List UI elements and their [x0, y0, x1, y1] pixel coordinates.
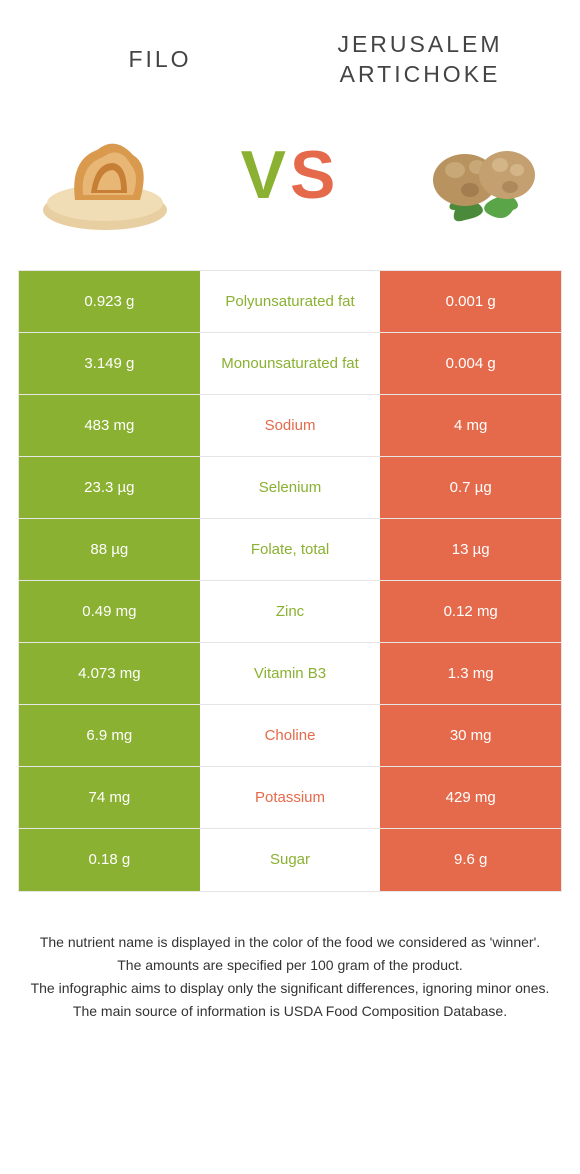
table-row: 0.923 gPolyunsaturated fat0.001 g: [19, 271, 561, 333]
table-row: 3.149 gMonounsaturated fat0.004 g: [19, 333, 561, 395]
nutrient-label: Choline: [200, 705, 381, 766]
value-right: 30 mg: [380, 705, 561, 766]
title-right: JERUSALEM ARTICHOKE: [300, 30, 540, 90]
value-left: 0.18 g: [19, 829, 200, 891]
food-image-left: [20, 110, 190, 240]
vs-v: V: [241, 136, 290, 214]
nutrient-label: Zinc: [200, 581, 381, 642]
table-row: 6.9 mgCholine30 mg: [19, 705, 561, 767]
footnote-line: The nutrient name is displayed in the co…: [22, 932, 558, 953]
value-right: 4 mg: [380, 395, 561, 456]
value-right: 1.3 mg: [380, 643, 561, 704]
table-row: 0.18 gSugar9.6 g: [19, 829, 561, 891]
value-left: 3.149 g: [19, 333, 200, 394]
nutrient-label: Folate, total: [200, 519, 381, 580]
value-left: 88 µg: [19, 519, 200, 580]
value-right: 9.6 g: [380, 829, 561, 891]
vs-s: S: [290, 136, 339, 214]
value-left: 6.9 mg: [19, 705, 200, 766]
nutrient-label: Potassium: [200, 767, 381, 828]
value-left: 4.073 mg: [19, 643, 200, 704]
value-right: 0.004 g: [380, 333, 561, 394]
nutrient-label: Sodium: [200, 395, 381, 456]
table-row: 23.3 µgSelenium0.7 µg: [19, 457, 561, 519]
vs-row: VS: [0, 100, 580, 270]
table-row: 88 µgFolate, total13 µg: [19, 519, 561, 581]
value-left: 0.49 mg: [19, 581, 200, 642]
value-right: 0.7 µg: [380, 457, 561, 518]
value-left: 23.3 µg: [19, 457, 200, 518]
vs-label: VS: [241, 136, 340, 214]
table-row: 4.073 mgVitamin B31.3 mg: [19, 643, 561, 705]
value-right: 0.12 mg: [380, 581, 561, 642]
food-image-right: [390, 110, 560, 240]
value-right: 13 µg: [380, 519, 561, 580]
table-row: 483 mgSodium4 mg: [19, 395, 561, 457]
footnotes: The nutrient name is displayed in the co…: [22, 932, 558, 1022]
nutrient-table: 0.923 gPolyunsaturated fat0.001 g3.149 g…: [18, 270, 562, 892]
value-left: 0.923 g: [19, 271, 200, 332]
table-row: 74 mgPotassium429 mg: [19, 767, 561, 829]
value-right: 0.001 g: [380, 271, 561, 332]
value-left: 483 mg: [19, 395, 200, 456]
footnote-line: The main source of information is USDA F…: [22, 1001, 558, 1022]
footnote-line: The infographic aims to display only the…: [22, 978, 558, 999]
nutrient-label: Sugar: [200, 829, 381, 891]
header: FILO JERUSALEM ARTICHOKE: [0, 0, 580, 100]
nutrient-label: Vitamin B3: [200, 643, 381, 704]
nutrient-label: Monounsaturated fat: [200, 333, 381, 394]
value-left: 74 mg: [19, 767, 200, 828]
value-right: 429 mg: [380, 767, 561, 828]
nutrient-label: Polyunsaturated fat: [200, 271, 381, 332]
footnote-line: The amounts are specified per 100 gram o…: [22, 955, 558, 976]
nutrient-label: Selenium: [200, 457, 381, 518]
table-row: 0.49 mgZinc0.12 mg: [19, 581, 561, 643]
title-left: FILO: [40, 45, 280, 75]
